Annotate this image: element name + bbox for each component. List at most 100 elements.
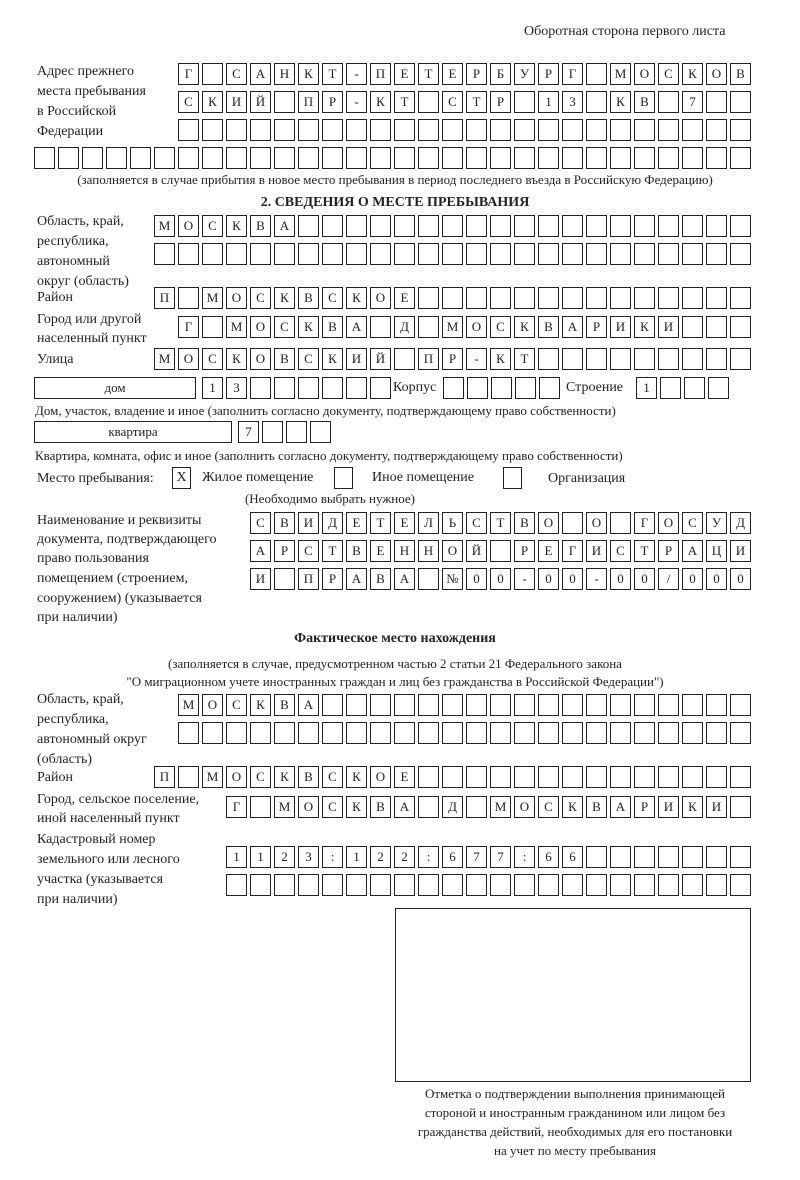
char-cell[interactable]	[610, 348, 631, 370]
char-cell[interactable]	[370, 316, 391, 338]
char-cell[interactable]	[178, 243, 199, 265]
char-cell[interactable]	[586, 722, 607, 744]
char-cell[interactable]	[730, 243, 751, 265]
char-cell[interactable]	[346, 119, 367, 141]
char-cell[interactable]	[442, 766, 463, 788]
char-cell[interactable]	[466, 796, 487, 818]
char-cell[interactable]	[658, 243, 679, 265]
char-cell[interactable]	[514, 766, 535, 788]
char-cell[interactable]: О	[226, 766, 247, 788]
char-cell[interactable]: И	[610, 316, 631, 338]
char-cell[interactable]: К	[226, 348, 247, 370]
char-cell[interactable]: М	[154, 215, 175, 237]
char-cell[interactable]: О	[514, 796, 535, 818]
char-cell[interactable]	[706, 694, 727, 716]
char-cell[interactable]	[394, 694, 415, 716]
char-cell[interactable]: О	[466, 316, 487, 338]
char-cell[interactable]: П	[154, 766, 175, 788]
char-cell[interactable]: Н	[418, 540, 439, 562]
char-cell[interactable]	[490, 766, 511, 788]
char-cell[interactable]: 0	[730, 568, 751, 590]
char-cell[interactable]	[442, 694, 463, 716]
char-cell[interactable]: С	[202, 215, 223, 237]
char-cell[interactable]	[682, 243, 703, 265]
char-cell[interactable]: Л	[418, 512, 439, 534]
char-cell[interactable]: М	[490, 796, 511, 818]
char-cell[interactable]	[586, 287, 607, 309]
char-cell[interactable]	[634, 348, 655, 370]
char-cell[interactable]	[682, 147, 703, 169]
char-cell[interactable]: О	[298, 796, 319, 818]
char-cell[interactable]: М	[202, 287, 223, 309]
char-cell[interactable]	[682, 722, 703, 744]
char-cell[interactable]	[418, 766, 439, 788]
char-cell[interactable]	[274, 722, 295, 744]
char-cell[interactable]: 2	[370, 846, 391, 868]
char-cell[interactable]: -	[466, 348, 487, 370]
char-cell[interactable]	[706, 287, 727, 309]
char-cell[interactable]	[562, 722, 583, 744]
char-cell[interactable]	[466, 287, 487, 309]
char-cell[interactable]: М	[442, 316, 463, 338]
char-cell[interactable]	[370, 215, 391, 237]
char-cell[interactable]	[370, 119, 391, 141]
char-cell[interactable]: Е	[394, 766, 415, 788]
char-cell[interactable]	[538, 348, 559, 370]
char-cell[interactable]	[418, 722, 439, 744]
char-cell[interactable]	[706, 766, 727, 788]
char-cell[interactable]: Р	[322, 91, 343, 113]
char-cell[interactable]	[730, 287, 751, 309]
char-cell[interactable]	[514, 243, 535, 265]
char-cell[interactable]: Н	[394, 540, 415, 562]
char-cell[interactable]	[418, 568, 439, 590]
char-cell[interactable]	[490, 119, 511, 141]
char-cell[interactable]	[58, 147, 79, 169]
char-cell[interactable]	[730, 316, 751, 338]
char-cell[interactable]	[706, 91, 727, 113]
char-cell[interactable]	[658, 215, 679, 237]
char-cell[interactable]	[490, 243, 511, 265]
char-cell[interactable]: К	[274, 766, 295, 788]
char-cell[interactable]	[706, 348, 727, 370]
char-cell[interactable]	[562, 766, 583, 788]
char-cell[interactable]	[346, 215, 367, 237]
char-cell[interactable]	[514, 119, 535, 141]
char-cell[interactable]: Т	[322, 540, 343, 562]
char-cell[interactable]	[730, 796, 751, 818]
checkbox-residential[interactable]: X	[172, 467, 191, 489]
char-cell[interactable]: К	[202, 91, 223, 113]
char-cell[interactable]	[418, 243, 439, 265]
char-cell[interactable]: Н	[274, 63, 295, 85]
char-cell[interactable]	[634, 243, 655, 265]
char-cell[interactable]: С	[610, 540, 631, 562]
char-cell[interactable]: К	[274, 287, 295, 309]
char-cell[interactable]	[514, 287, 535, 309]
char-cell[interactable]	[562, 348, 583, 370]
char-cell[interactable]: В	[370, 568, 391, 590]
char-cell[interactable]: Т	[418, 63, 439, 85]
char-cell[interactable]: К	[634, 316, 655, 338]
char-cell[interactable]: О	[706, 63, 727, 85]
char-cell[interactable]	[730, 722, 751, 744]
char-cell[interactable]: А	[682, 540, 703, 562]
char-cell[interactable]	[538, 147, 559, 169]
char-cell[interactable]	[274, 874, 295, 896]
char-cell[interactable]: 2	[274, 846, 295, 868]
char-cell[interactable]: И	[346, 348, 367, 370]
char-cell[interactable]	[178, 722, 199, 744]
char-cell[interactable]	[682, 766, 703, 788]
char-cell[interactable]	[346, 694, 367, 716]
char-cell[interactable]	[610, 147, 631, 169]
char-cell[interactable]: П	[298, 91, 319, 113]
char-cell[interactable]	[370, 694, 391, 716]
char-cell[interactable]: А	[562, 316, 583, 338]
char-cell[interactable]	[490, 287, 511, 309]
char-cell[interactable]: Р	[634, 796, 655, 818]
char-cell[interactable]	[610, 846, 631, 868]
char-cell[interactable]: К	[610, 91, 631, 113]
char-cell[interactable]	[730, 119, 751, 141]
char-cell[interactable]	[706, 846, 727, 868]
char-cell[interactable]	[490, 722, 511, 744]
char-cell[interactable]: С	[298, 540, 319, 562]
char-cell[interactable]: К	[346, 287, 367, 309]
